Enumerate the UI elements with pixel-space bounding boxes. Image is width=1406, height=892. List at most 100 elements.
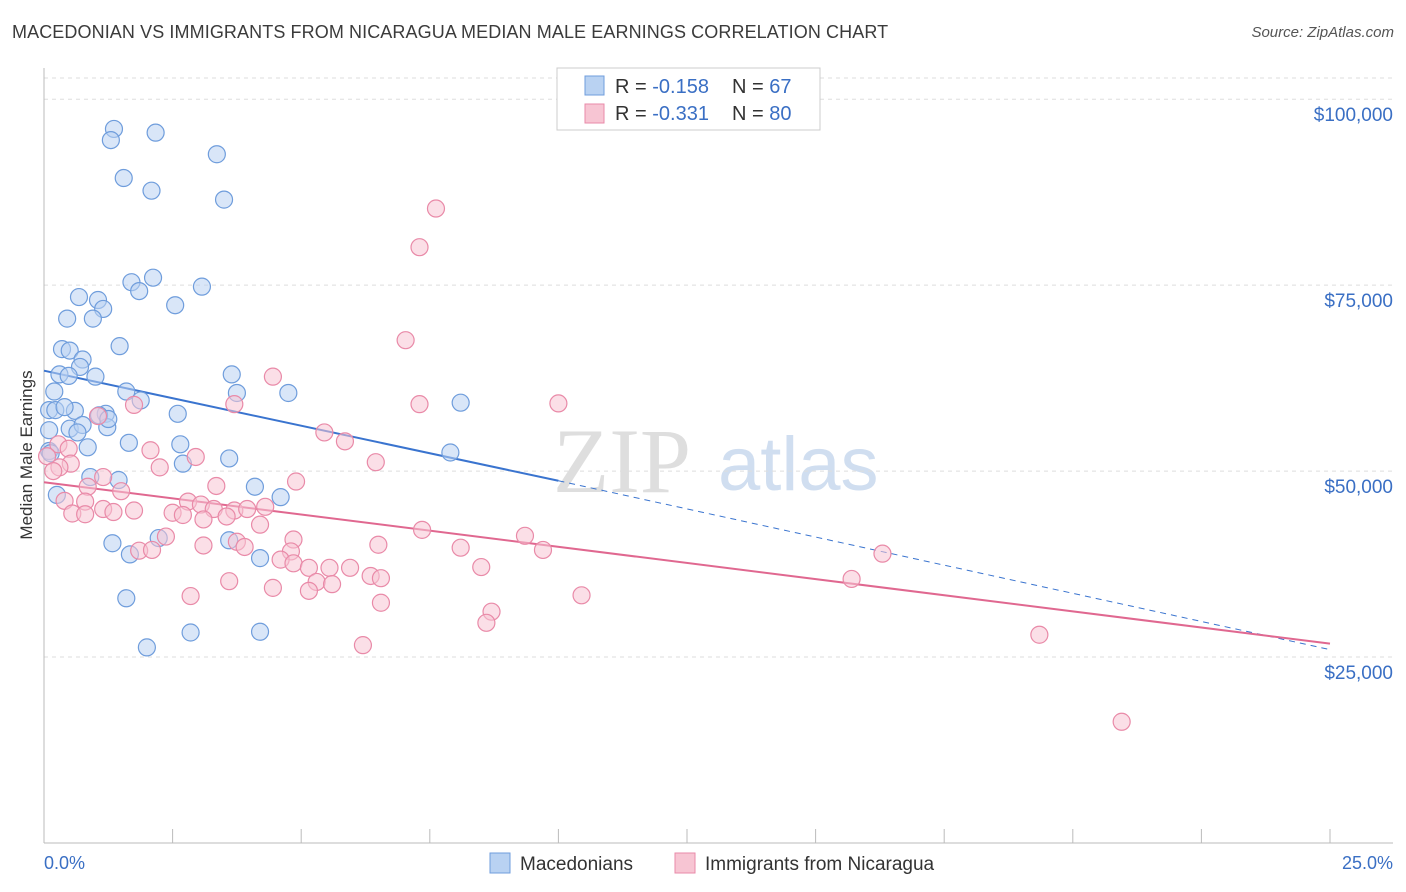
macedonians-point bbox=[60, 341, 79, 360]
nicaragua-point bbox=[322, 575, 342, 594]
nicaragua-point bbox=[263, 367, 283, 386]
x-tick-label-max: 25.0% bbox=[1342, 853, 1393, 873]
legend-swatch-macedonians bbox=[584, 75, 605, 96]
y-tick-label: $100,000 bbox=[1314, 105, 1393, 126]
nicaragua-point bbox=[217, 507, 236, 526]
nicaragua-point bbox=[225, 395, 244, 414]
nicaragua-point bbox=[472, 557, 491, 577]
macedonians-point bbox=[110, 337, 129, 356]
macedonians-point bbox=[250, 549, 270, 568]
nicaragua-point bbox=[299, 558, 319, 577]
macedonians-point bbox=[146, 123, 165, 142]
y-tick-label: $25,000 bbox=[1324, 663, 1393, 684]
macedonians-point bbox=[69, 287, 89, 307]
macedonians-point bbox=[101, 131, 120, 150]
nicaragua-point bbox=[78, 477, 97, 496]
macedonians-point bbox=[181, 623, 200, 642]
nicaragua-point bbox=[320, 558, 339, 577]
nicaragua-point bbox=[340, 558, 360, 577]
macedonians-point bbox=[220, 449, 239, 468]
legend-r-value: -0.331 bbox=[652, 103, 709, 125]
macedonians-point bbox=[78, 438, 97, 457]
bottom-legend-swatch-macedonians[interactable] bbox=[489, 852, 511, 874]
y-tick-labels: $25,000 $50,000 $75,000 $100,000 bbox=[1314, 105, 1393, 684]
macedonians-point bbox=[250, 622, 270, 641]
nicaragua-point bbox=[256, 497, 275, 516]
nicaragua-point bbox=[181, 586, 200, 606]
nicaragua-point bbox=[186, 447, 205, 467]
watermark-atlas: atlas bbox=[718, 422, 879, 507]
nicaragua-point bbox=[220, 572, 239, 591]
nicaragua-point bbox=[150, 458, 169, 477]
bottom-legend-label-nicaragua[interactable]: Immigrants from Nicaragua bbox=[705, 854, 935, 875]
nicaragua-point bbox=[549, 394, 568, 413]
svg-text:N = 80: N = 80 bbox=[732, 103, 792, 125]
macedonians-point bbox=[143, 268, 163, 287]
macedonians-point bbox=[137, 638, 156, 657]
nicaragua-point bbox=[156, 527, 176, 546]
nicaragua-point bbox=[44, 461, 63, 481]
nicaragua-point bbox=[284, 554, 303, 573]
nicaragua-point bbox=[235, 537, 254, 557]
nicaragua-point bbox=[515, 526, 535, 545]
macedonians-point bbox=[86, 367, 105, 386]
macedonians-point bbox=[114, 168, 133, 188]
nicaragua-point bbox=[1030, 625, 1049, 644]
legend-n-label: N = bbox=[732, 76, 769, 98]
nicaragua-point bbox=[371, 569, 391, 588]
nicaragua-point bbox=[451, 538, 470, 557]
nicaragua-point bbox=[410, 238, 429, 257]
y-tick-label: $75,000 bbox=[1324, 291, 1393, 312]
legend-swatch-nicaragua bbox=[584, 103, 605, 124]
macedonians-point bbox=[55, 398, 74, 417]
nicaragua-point bbox=[299, 581, 319, 600]
nicaragua-point bbox=[59, 439, 78, 458]
legend-r-value: -0.158 bbox=[652, 76, 709, 98]
macedonians-point bbox=[117, 382, 136, 401]
macedonians-point bbox=[117, 589, 136, 608]
macedonians-point bbox=[168, 404, 187, 423]
macedonians-point bbox=[245, 477, 265, 496]
y-tick-label: $50,000 bbox=[1324, 477, 1393, 498]
nicaragua-point bbox=[263, 578, 283, 597]
nicaragua-point bbox=[366, 453, 385, 472]
nicaragua-point bbox=[124, 395, 144, 414]
macedonians-point bbox=[207, 145, 226, 164]
legend-n-label: N = bbox=[732, 103, 769, 125]
nicaragua-point bbox=[426, 199, 446, 218]
macedonians-point bbox=[40, 421, 59, 440]
y-axis-label: Median Male Earnings bbox=[17, 370, 36, 539]
macedonians-point bbox=[441, 443, 460, 462]
stats-legend: R = -0.158 N = 67 R = -0.331 N = 80 bbox=[556, 67, 821, 131]
nicaragua-point bbox=[572, 586, 591, 605]
macedonians-point bbox=[45, 382, 64, 401]
svg-text:R = -0.331: R = -0.331 bbox=[615, 103, 709, 125]
source-label: Source: ZipAtlas.com bbox=[1251, 24, 1394, 41]
data-points bbox=[37, 119, 1131, 731]
nicaragua-point bbox=[315, 423, 334, 442]
chart-title: MACEDONIAN VS IMMIGRANTS FROM NICARAGUA … bbox=[12, 22, 889, 42]
grid-lines bbox=[44, 77, 1393, 658]
nicaragua-point bbox=[533, 540, 553, 560]
nicaragua-point bbox=[1112, 712, 1131, 731]
nicaragua-point bbox=[88, 406, 108, 426]
bottom-legend-label-macedonians[interactable]: Macedonians bbox=[520, 854, 633, 875]
nicaragua-point bbox=[412, 520, 432, 539]
macedonians-point bbox=[130, 281, 149, 301]
svg-text:R = -0.158: R = -0.158 bbox=[615, 76, 709, 98]
macedonians-point bbox=[68, 423, 87, 442]
nicaragua-point bbox=[141, 441, 160, 460]
nicaragua-point bbox=[371, 593, 391, 612]
macedonians-point bbox=[451, 393, 470, 412]
nicaragua-point bbox=[207, 476, 226, 496]
macedonians-point bbox=[59, 366, 78, 385]
nicaragua-point bbox=[353, 636, 373, 655]
macedonians-point bbox=[119, 433, 138, 452]
nicaragua-point bbox=[194, 536, 213, 555]
bottom-legend-swatch-nicaragua[interactable] bbox=[674, 852, 696, 874]
x-tick-label-min: 0.0% bbox=[44, 853, 85, 873]
watermark-zip: ZIP bbox=[553, 410, 691, 512]
macedonians-point bbox=[192, 277, 212, 296]
nicaragua-point bbox=[873, 544, 892, 563]
